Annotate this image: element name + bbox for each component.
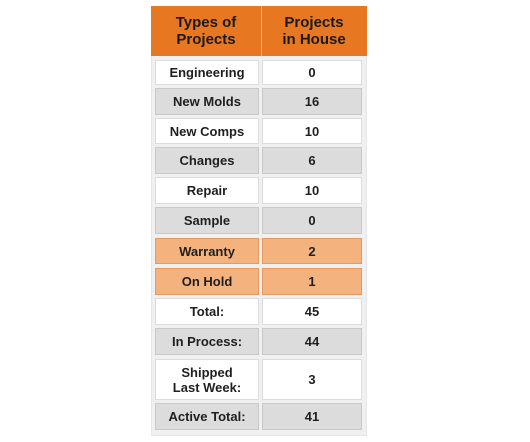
project-count-cell: 2	[262, 238, 362, 264]
project-count-cell: 10	[262, 118, 362, 144]
header-projects-in-house: Projects in House	[282, 14, 346, 48]
project-type-cell: Sample	[155, 207, 259, 234]
project-type-cell: Changes	[155, 147, 259, 174]
project-type-cell: Engineering	[155, 60, 259, 85]
table-row: New Molds 16	[155, 88, 362, 115]
project-count-cell: 1	[262, 268, 362, 295]
table-row: Engineering 0	[155, 60, 362, 85]
table-row: Total: 45	[155, 298, 362, 325]
table-row: New Comps 10	[155, 118, 362, 144]
project-type-cell: On Hold	[155, 268, 259, 295]
header-types-of-projects: Types of Projects	[175, 14, 237, 48]
project-type-cell: Total:	[155, 298, 259, 325]
table-row: Warranty 2	[155, 238, 362, 264]
project-type-cell: Shipped Last Week:	[155, 359, 259, 400]
project-type-cell: In Process:	[155, 328, 259, 355]
project-type-cell: Warranty	[155, 238, 259, 264]
project-type-cell: New Molds	[155, 88, 259, 115]
table-row: Repair 10	[155, 177, 362, 204]
project-count-cell: 3	[262, 359, 362, 400]
table-row: In Process: 44	[155, 328, 362, 355]
header-divider	[261, 6, 262, 56]
project-type-cell: Active Total:	[155, 403, 259, 430]
project-count-cell: 10	[262, 177, 362, 204]
table-row: Active Total: 41	[155, 403, 362, 430]
project-count-cell: 6	[262, 147, 362, 174]
project-type-cell: New Comps	[155, 118, 259, 144]
project-count-cell: 45	[262, 298, 362, 325]
project-count-cell: 0	[262, 60, 362, 85]
project-count-cell: 44	[262, 328, 362, 355]
table-row: Changes 6	[155, 147, 362, 174]
project-type-cell: Repair	[155, 177, 259, 204]
table-row: On Hold 1	[155, 268, 362, 295]
project-count-cell: 0	[262, 207, 362, 234]
table-header: Types of Projects Projects in House	[151, 6, 367, 56]
table-row: Sample 0	[155, 207, 362, 234]
project-count-cell: 16	[262, 88, 362, 115]
project-count-cell: 41	[262, 403, 362, 430]
table-row: Shipped Last Week: 3	[155, 359, 362, 400]
